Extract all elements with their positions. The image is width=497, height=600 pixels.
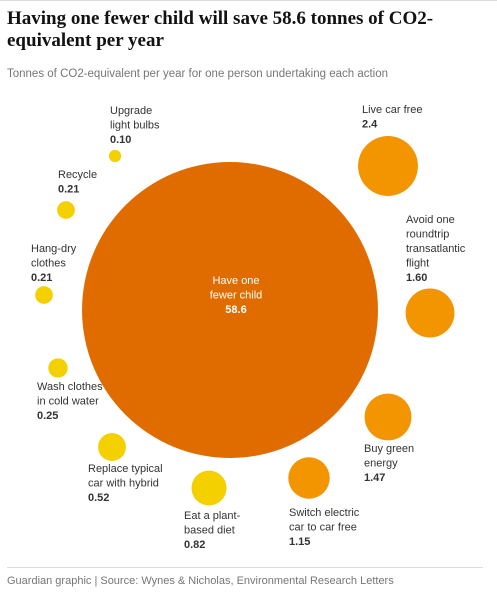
- bubble-label: Hang-dry clothes: [31, 243, 77, 270]
- bubble-label: Have one fewer child: [210, 275, 263, 302]
- bubble: [191, 470, 227, 506]
- bubble: [364, 393, 412, 441]
- value-label: 0.10: [110, 134, 131, 146]
- bubble: [98, 433, 126, 461]
- bubble-label: Recycle: [58, 169, 97, 181]
- bubble-label: Wash clothes in cold water: [37, 381, 103, 408]
- bubble: [358, 136, 418, 196]
- value-label: 0.21: [58, 184, 79, 196]
- bubble-label: Replace typical car with hybrid: [88, 463, 163, 490]
- value-label: 1.15: [289, 536, 310, 548]
- bubble-label: Live car free: [362, 104, 423, 116]
- bubble: [288, 457, 330, 499]
- bubble: [82, 162, 378, 458]
- bubble: [108, 149, 122, 163]
- value-label: 58.6: [225, 304, 246, 316]
- bubble-label: Buy green energy: [364, 443, 414, 470]
- bubble: [405, 288, 455, 338]
- value-label: 0.21: [31, 272, 52, 284]
- value-label: 0.52: [88, 492, 109, 504]
- bubble-label: Eat a plant-based diet: [184, 510, 241, 537]
- value-label: 1.60: [406, 272, 427, 284]
- value-label: 2.4: [362, 119, 378, 131]
- bubble-label: Avoid one roundtrip transatlantic flight: [406, 214, 466, 270]
- bubble-label: Switch electric car to car free: [289, 507, 360, 534]
- bubble: [48, 358, 68, 378]
- divider: [0, 0, 497, 1]
- value-label: 1.47: [364, 472, 385, 484]
- bubble: [57, 201, 75, 219]
- value-label: 0.25: [37, 410, 58, 422]
- source-note: Guardian graphic | Source: Wynes & Nicho…: [7, 575, 394, 587]
- chart-title: Having one fewer child will save 58.6 to…: [7, 8, 434, 51]
- bubble: [35, 286, 53, 304]
- bubble-label: Upgrade light bulbs: [110, 105, 160, 132]
- divider: [7, 567, 483, 568]
- value-label: 0.82: [184, 539, 205, 551]
- chart-subtitle: Tonnes of CO2-equivalent per year for on…: [7, 68, 389, 80]
